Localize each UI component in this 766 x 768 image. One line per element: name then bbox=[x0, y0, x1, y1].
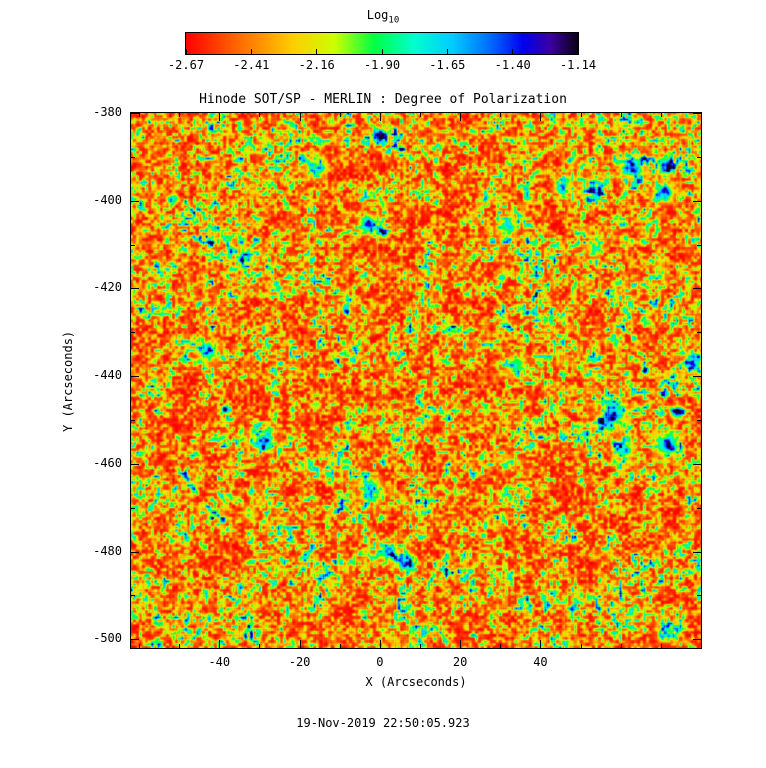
colorbar bbox=[185, 32, 579, 55]
colorbar-tick-label: -2.16 bbox=[298, 58, 335, 72]
plot-area bbox=[130, 112, 702, 649]
x-tick-label: 20 bbox=[452, 655, 468, 669]
axis-tick bbox=[131, 156, 135, 158]
axis-tick bbox=[219, 113, 221, 121]
colorbar-tick-label: -1.14 bbox=[559, 58, 597, 72]
y-tick-label: -420 bbox=[93, 280, 122, 295]
axis-tick bbox=[693, 200, 701, 202]
axis-tick bbox=[379, 113, 381, 121]
axis-tick bbox=[697, 156, 701, 158]
axis-tick bbox=[139, 113, 141, 117]
axis-tick bbox=[540, 640, 542, 648]
y-tick-label: -480 bbox=[93, 543, 122, 558]
x-tick-label: 40 bbox=[533, 655, 548, 669]
axis-tick bbox=[139, 644, 141, 648]
axis-tick bbox=[131, 244, 135, 246]
axis-tick bbox=[131, 551, 139, 553]
axis-tick bbox=[299, 640, 301, 648]
timestamp: 19-Nov-2019 22:50:05.923 bbox=[296, 716, 470, 730]
heatmap-canvas bbox=[131, 113, 701, 648]
colorbar-title: Log10 bbox=[0, 8, 766, 25]
colorbar-tick-mark bbox=[316, 49, 318, 54]
axis-tick bbox=[693, 551, 701, 553]
axis-tick bbox=[420, 644, 421, 648]
colorbar-tick-mark bbox=[251, 49, 253, 54]
axis-tick bbox=[620, 113, 622, 117]
axis-tick bbox=[693, 376, 701, 378]
axis-tick bbox=[179, 113, 181, 117]
y-tick-label: -500 bbox=[93, 631, 122, 646]
y-tick-label: -440 bbox=[93, 368, 122, 383]
colorbar-tick-mark bbox=[381, 49, 383, 54]
colorbar-tick-label: -2.41 bbox=[233, 58, 270, 72]
axis-tick bbox=[420, 113, 421, 117]
axis-tick bbox=[131, 419, 135, 421]
axis-tick bbox=[131, 639, 139, 641]
axis-tick bbox=[339, 644, 341, 648]
axis-tick bbox=[693, 639, 701, 641]
colorbar-tick-label: -1.40 bbox=[494, 58, 531, 72]
x-tick-label: 0 bbox=[376, 655, 384, 669]
axis-tick bbox=[697, 507, 701, 509]
axis-tick bbox=[460, 113, 462, 121]
colorbar-tick-mark bbox=[511, 49, 513, 54]
y-tick-label: -380 bbox=[93, 105, 122, 119]
axis-tick bbox=[660, 113, 662, 117]
axis-tick bbox=[580, 113, 582, 117]
axis-tick bbox=[259, 113, 261, 117]
axis-tick bbox=[131, 376, 139, 378]
x-tick-label: -40 bbox=[208, 655, 231, 669]
axis-tick bbox=[697, 332, 701, 334]
axis-tick bbox=[339, 113, 341, 117]
axis-tick bbox=[179, 644, 181, 648]
colorbar-tick-label: -1.65 bbox=[429, 58, 466, 72]
axis-tick bbox=[500, 113, 502, 117]
axis-tick bbox=[697, 244, 701, 246]
x-axis-label: X (Arcseconds) bbox=[365, 675, 467, 689]
colorbar-tick-mark bbox=[186, 49, 187, 54]
x-tick-labels: -40 -20 0 20 40 bbox=[0, 655, 766, 671]
axis-tick bbox=[131, 288, 139, 290]
y-tick-label: -460 bbox=[93, 455, 122, 470]
axis-tick bbox=[660, 644, 662, 648]
colorbar-tick-mark bbox=[577, 49, 578, 54]
axis-tick bbox=[299, 113, 301, 121]
axis-tick bbox=[131, 332, 135, 334]
axis-tick bbox=[131, 200, 139, 202]
colorbar-tick-labels: -2.67 -2.41 -2.16 -1.90 -1.65 -1.40 -1.14 bbox=[0, 58, 766, 74]
colorbar-title-subscript: 10 bbox=[388, 15, 400, 26]
colorbar-tick-label: -2.67 bbox=[167, 58, 205, 72]
axis-tick bbox=[131, 595, 135, 597]
x-tick-label: -20 bbox=[288, 655, 311, 669]
axis-tick bbox=[460, 640, 462, 648]
axis-tick bbox=[131, 463, 139, 465]
axis-tick bbox=[693, 113, 701, 114]
axis-tick bbox=[500, 644, 502, 648]
axis-tick bbox=[219, 640, 221, 648]
axis-tick bbox=[693, 288, 701, 290]
axis-tick bbox=[379, 640, 381, 648]
colorbar-tick-label: -1.90 bbox=[363, 58, 401, 72]
chart-title: Hinode SOT/SP - MERLIN : Degree of Polar… bbox=[199, 92, 567, 107]
axis-tick bbox=[131, 113, 139, 114]
axis-tick bbox=[131, 507, 135, 509]
colorbar-title-text: Log bbox=[366, 8, 389, 22]
axis-tick bbox=[540, 113, 542, 121]
axis-tick bbox=[697, 595, 701, 597]
axis-tick bbox=[697, 419, 701, 421]
axis-tick bbox=[259, 644, 261, 648]
axis-tick bbox=[620, 644, 622, 648]
colorbar-tick-mark bbox=[446, 49, 448, 54]
y-tick-label: -400 bbox=[93, 192, 122, 207]
axis-tick bbox=[693, 463, 701, 465]
axis-tick bbox=[580, 644, 582, 648]
